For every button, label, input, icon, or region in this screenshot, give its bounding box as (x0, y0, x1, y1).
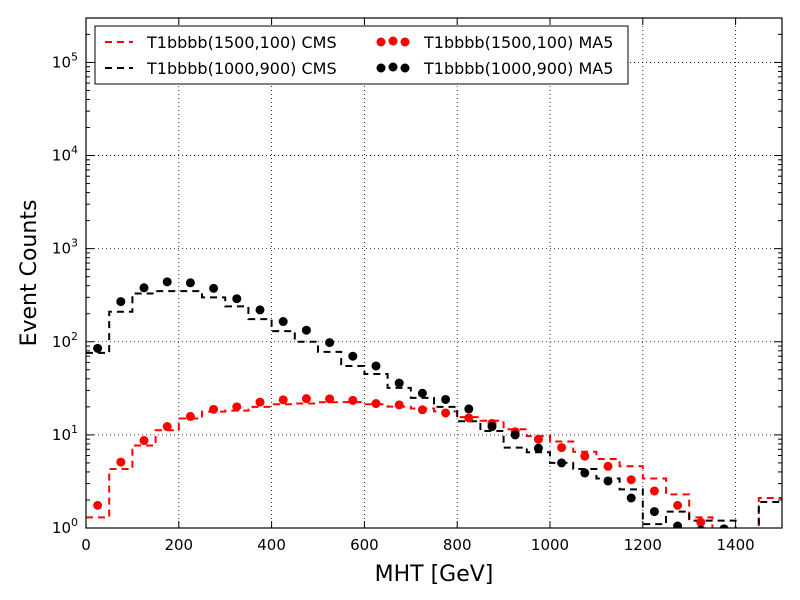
data-point (255, 397, 265, 407)
data-point (487, 422, 497, 432)
x-tick-label: 1000 (531, 536, 569, 554)
legend-marker-black (400, 63, 410, 73)
y-tick-label: 100 (52, 516, 78, 537)
y-tick-label: 105 (52, 50, 78, 71)
data-point (696, 525, 705, 528)
data-point (301, 394, 311, 404)
data-point (580, 451, 590, 461)
data-point (441, 394, 451, 404)
x-axis-title: MHT [GeV] (375, 562, 494, 587)
data-point (325, 338, 335, 348)
x-tick-label: 400 (257, 536, 286, 554)
legend-marker-red (400, 37, 410, 47)
legend-entry-1000-900-cms: T1bbbb(1000,900) CMS (105, 59, 337, 78)
data-point (510, 430, 520, 440)
x-tick-label: 1400 (717, 536, 755, 554)
step-line (86, 290, 782, 528)
data-point (116, 297, 126, 307)
y-tick-label: 103 (52, 237, 78, 258)
data-point (185, 411, 195, 421)
legend-entry-1500-100-cms: T1bbbb(1500,100) CMS (105, 33, 337, 52)
x-tick-label: 0 (81, 536, 91, 554)
data-point (162, 277, 172, 287)
data-point (580, 468, 590, 478)
legend-label: T1bbbb(1000,900) CMS (146, 59, 337, 78)
x-tick-label: 800 (443, 536, 472, 554)
legend-marker-red (376, 37, 386, 47)
legend-label: T1bbbb(1000,900) MA5 (423, 59, 613, 78)
data-point (278, 317, 288, 327)
axis-ticks: 0 200 400 600 800 1000 1200 1400 100 101 102 103 104… (52, 17, 782, 554)
data-point (185, 278, 195, 288)
data-point (232, 294, 242, 304)
data-point (139, 283, 149, 293)
data-point (673, 500, 683, 510)
data-point (394, 378, 404, 388)
data-point (696, 517, 706, 527)
data-point (255, 305, 265, 315)
data-point (557, 443, 567, 453)
data-point (719, 524, 729, 528)
point-series-2 (93, 394, 706, 527)
data-point (301, 325, 311, 335)
legend: T1bbbb(1500,100) CMS T1bbbb(1000,900) CM… (94, 25, 629, 85)
data-point (533, 434, 543, 444)
data-point (278, 395, 288, 405)
data-point (603, 461, 613, 471)
data-point (603, 476, 613, 486)
plot-frame (85, 17, 783, 529)
x-tick-label: 600 (350, 536, 379, 554)
data-point (209, 404, 219, 414)
data-point (371, 399, 381, 409)
data-point (116, 457, 126, 467)
data-point (626, 475, 636, 485)
data-point (209, 283, 219, 293)
data-layer (86, 277, 782, 528)
data-point (348, 395, 358, 405)
plot-area-background (86, 18, 782, 528)
data-point (93, 500, 103, 510)
data-point (673, 521, 683, 528)
data-point (232, 402, 242, 412)
legend-entry-1500-100-ma5: T1bbbb(1500,100) MA5 (376, 33, 613, 52)
data-point (626, 493, 636, 503)
x-tick-label: 1200 (624, 536, 662, 554)
data-point (417, 405, 427, 415)
data-point (417, 388, 427, 398)
step-line (86, 401, 782, 528)
legend-marker-black (388, 62, 398, 72)
data-point (394, 400, 404, 410)
data-point (649, 486, 659, 496)
data-point (93, 343, 103, 353)
step-series-0 (86, 401, 782, 528)
data-point (371, 361, 381, 371)
data-point (649, 507, 659, 517)
legend-marker-red (388, 36, 398, 46)
legend-label: T1bbbb(1500,100) MA5 (423, 33, 613, 52)
y-tick-label: 104 (52, 144, 78, 165)
data-point (348, 351, 358, 361)
grid-lines (86, 18, 782, 528)
legend-label: T1bbbb(1500,100) CMS (146, 33, 337, 52)
x-tick-label: 200 (164, 536, 193, 554)
legend-entry-1000-900-ma5: T1bbbb(1000,900) MA5 (376, 59, 613, 78)
data-point (557, 458, 567, 468)
data-point (325, 394, 335, 404)
legend-marker-black (376, 63, 386, 73)
y-tick-label: 102 (52, 330, 78, 351)
y-tick-label: 101 (52, 423, 78, 444)
data-point (464, 404, 474, 414)
data-point (464, 413, 474, 423)
data-point (139, 436, 149, 446)
data-point (162, 422, 172, 432)
legend-box (94, 25, 629, 85)
data-point (533, 443, 543, 453)
y-axis-title: Event Counts (17, 200, 42, 347)
data-point (441, 408, 451, 418)
step-series-1 (86, 290, 782, 528)
point-series-3 (93, 277, 729, 528)
